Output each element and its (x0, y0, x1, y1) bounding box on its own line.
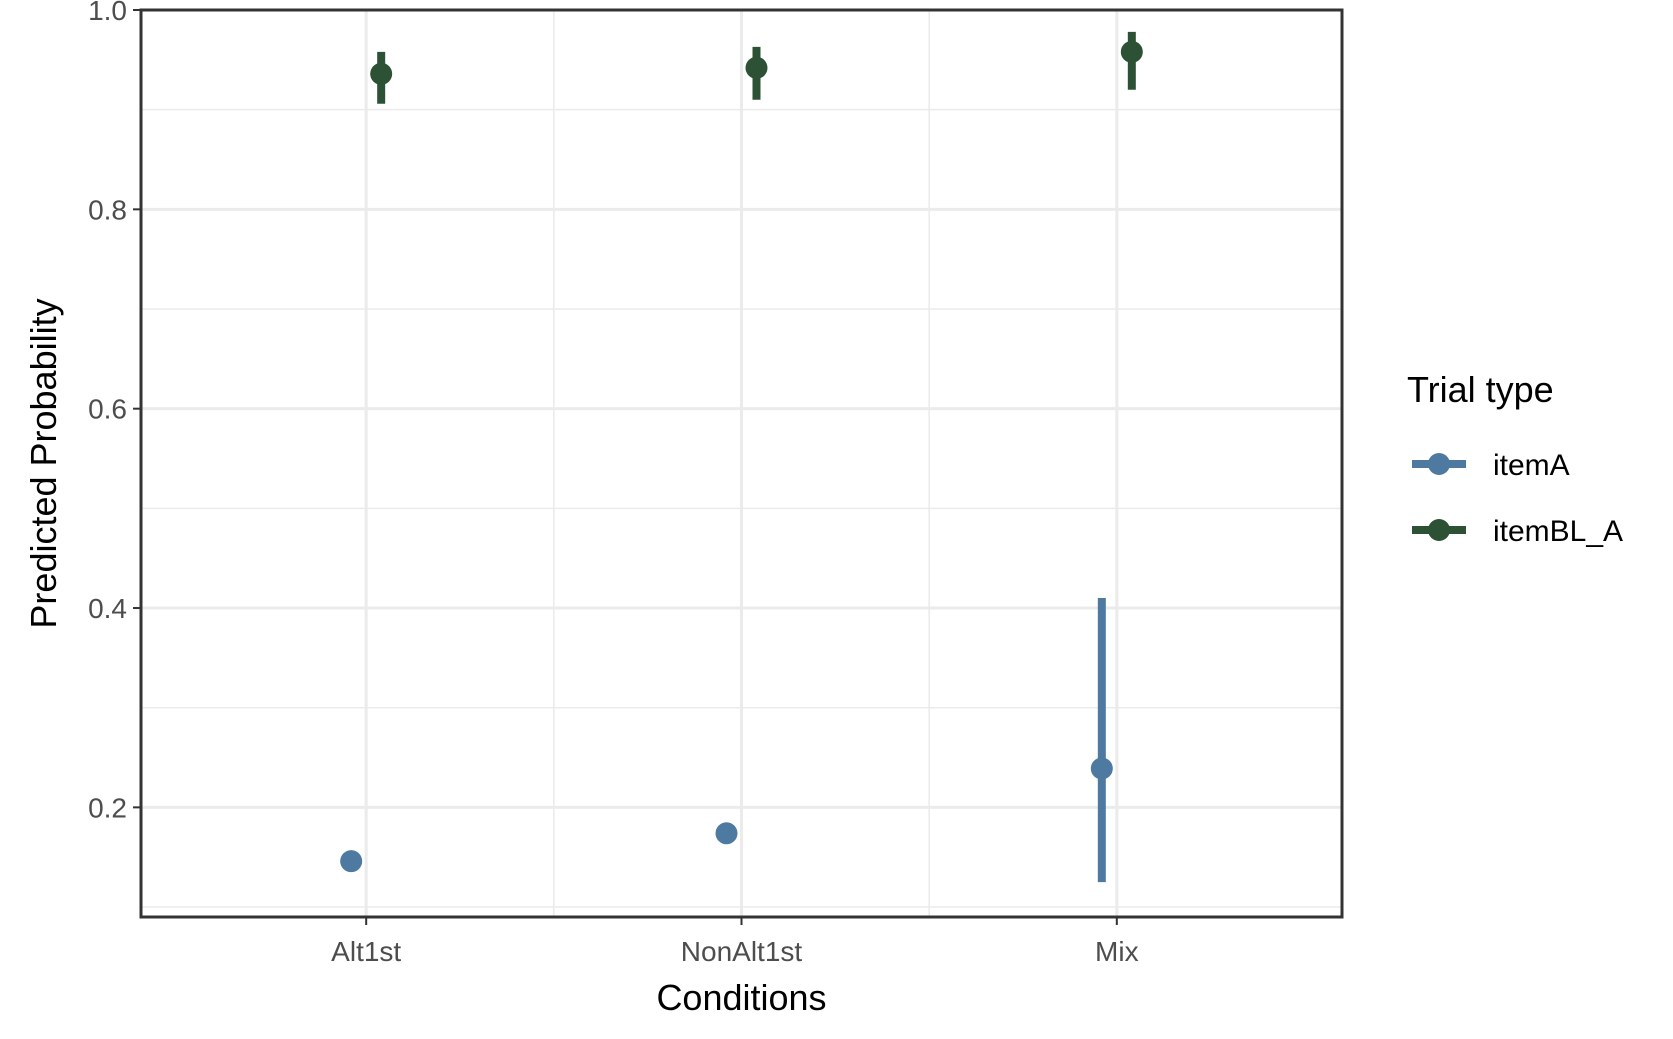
grid-major-lines (141, 8, 1342, 917)
data-points (340, 40, 1143, 873)
point-itemA (715, 822, 738, 845)
legend-key-point (1428, 519, 1450, 541)
y-axis-title: Predicted Probability (23, 298, 64, 628)
legend-title: Trial type (1407, 369, 1554, 410)
y-axis-ticks: 0.2 0.4 0.6 0.8 1.0 (88, 0, 141, 823)
x-tick-label: Mix (1095, 936, 1139, 967)
legend-label: itemA (1493, 449, 1570, 482)
legend-items: itemA itemBL_A (1412, 449, 1623, 548)
y-tick-label: 1.0 (88, 0, 127, 26)
error-bars (377, 31, 1136, 883)
x-tick-label: Alt1st (331, 936, 401, 967)
y-tick-label: 0.2 (88, 792, 127, 823)
y-tick-label: 0.4 (88, 593, 127, 624)
y-tick-label: 0.8 (88, 194, 127, 225)
point-itemBL_A (745, 56, 768, 79)
legend-key-point (1428, 453, 1450, 475)
legend: Trial type itemA itemBL_A (1407, 369, 1623, 548)
point-itemBL_A (1120, 40, 1143, 63)
point-itemA (1090, 757, 1113, 780)
x-axis-ticks: Alt1st NonAlt1st Mix (331, 917, 1139, 967)
y-tick-label: 0.6 (88, 394, 127, 425)
point-itemA (340, 850, 363, 873)
x-axis-title: Conditions (656, 977, 826, 1018)
point-itemBL_A (370, 62, 393, 85)
x-tick-label: NonAlt1st (681, 936, 803, 967)
legend-label: itemBL_A (1493, 515, 1623, 548)
